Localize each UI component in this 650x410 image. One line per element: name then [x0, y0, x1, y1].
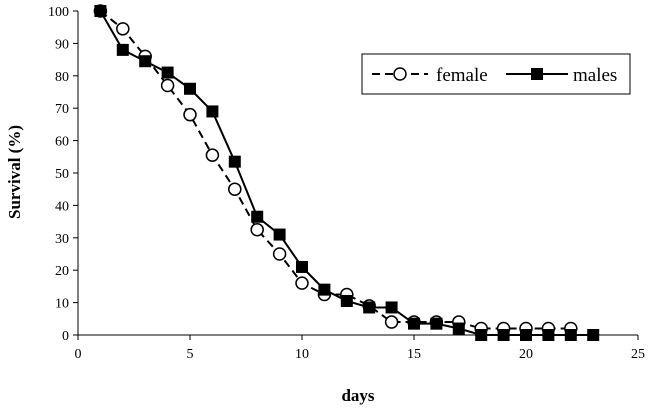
legend: female males [361, 53, 631, 95]
males-point [139, 55, 152, 68]
males-point [475, 329, 488, 341]
males-point [340, 294, 353, 307]
female-point [384, 315, 399, 329]
x-tick-label: 15 [407, 347, 421, 362]
plot-area: 0 10 20 30 40 50 60 70 80 90 100 0 5 10 15 20 25 [48, 4, 645, 362]
x-tick-label: 20 [519, 347, 533, 362]
males-point [587, 329, 600, 341]
males-point [228, 155, 241, 168]
y-tick-label: 60 [55, 135, 69, 150]
legend-males-marker [531, 68, 543, 80]
males-point [273, 228, 286, 241]
female-point [160, 78, 175, 93]
female-point [183, 107, 197, 122]
males-point [542, 329, 555, 341]
males-point [318, 283, 331, 296]
males-point [385, 301, 398, 314]
males-point [94, 5, 107, 17]
males-point [520, 329, 532, 341]
female-point [250, 222, 264, 237]
x-tick-label: 10 [295, 347, 309, 362]
legend-female-marker [393, 67, 407, 81]
female-point [295, 276, 309, 290]
y-tick-label: 30 [55, 232, 69, 247]
males-point [430, 317, 443, 330]
males-point [363, 301, 376, 314]
x-tick-label: 0 [75, 347, 82, 362]
x-tick-label: 5 [187, 347, 194, 362]
y-tick-label: 10 [55, 297, 69, 312]
y-tick-label: 0 [62, 329, 69, 344]
female-point [228, 182, 242, 196]
female-point [116, 22, 130, 36]
males-point [161, 66, 174, 79]
males-point [452, 322, 465, 335]
legend-males-label: males [573, 65, 617, 86]
x-tick-label: 25 [631, 347, 645, 362]
female-point [205, 148, 220, 162]
y-tick-label: 80 [55, 70, 69, 85]
males-point [296, 260, 308, 273]
x-axis-title: days [341, 386, 374, 405]
males-point [206, 105, 219, 118]
y-axis-title: Survival (%) [5, 125, 24, 219]
y-tick-label: 50 [55, 167, 69, 182]
males-point [497, 329, 510, 341]
female-point [272, 247, 287, 261]
y-tick-label: 100 [48, 5, 69, 20]
males-point [116, 43, 129, 56]
y-tick-label: 20 [55, 264, 69, 279]
males-point [408, 317, 420, 330]
legend-female-label: female [436, 65, 488, 86]
males-point [184, 82, 196, 95]
y-tick-label: 70 [55, 102, 69, 117]
males-point [564, 329, 577, 341]
males-point [251, 210, 264, 223]
y-tick-label: 90 [55, 37, 69, 52]
y-tick-label: 40 [55, 199, 69, 214]
